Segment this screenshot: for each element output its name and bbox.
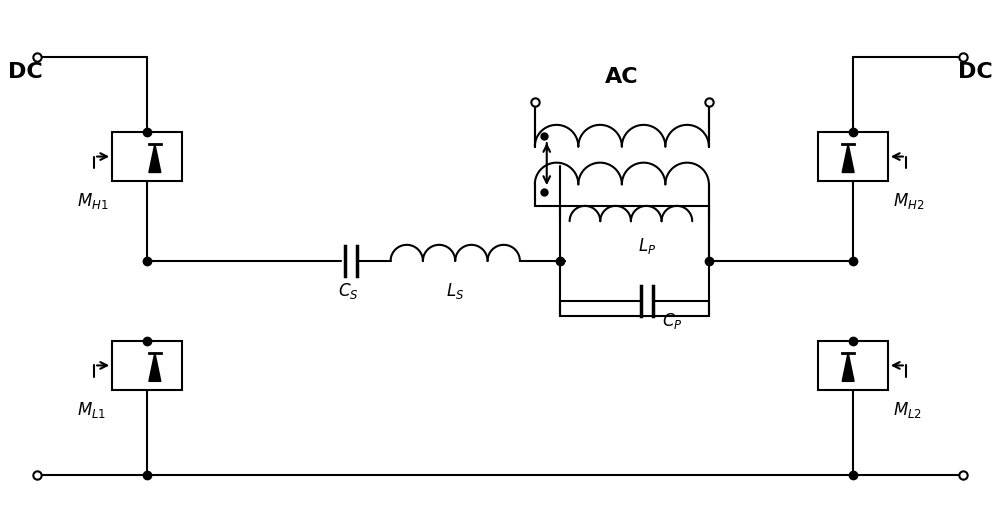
- Text: $L_S$: $L_S$: [446, 281, 464, 301]
- Text: $C_P$: $C_P$: [662, 311, 682, 331]
- Bar: [818, 341, 888, 390]
- Polygon shape: [149, 144, 161, 172]
- Bar: [112, 341, 182, 390]
- Text: $L_P$: $L_P$: [638, 236, 656, 256]
- Bar: [112, 132, 182, 181]
- Text: AC: AC: [605, 67, 639, 87]
- Text: $M_{L1}$: $M_{L1}$: [77, 400, 106, 420]
- Text: $M_{H2}$: $M_{H2}$: [893, 191, 924, 212]
- Bar: [818, 132, 888, 181]
- Text: $M_{L2}$: $M_{L2}$: [893, 400, 922, 420]
- Polygon shape: [842, 144, 854, 172]
- Polygon shape: [149, 353, 161, 381]
- Text: $C_S$: $C_S$: [338, 281, 359, 301]
- Bar: [560, 206, 709, 316]
- Polygon shape: [842, 353, 854, 381]
- Text: DC: DC: [8, 62, 42, 82]
- Text: $M_{H1}$: $M_{H1}$: [77, 191, 109, 212]
- Text: DC: DC: [958, 62, 992, 82]
